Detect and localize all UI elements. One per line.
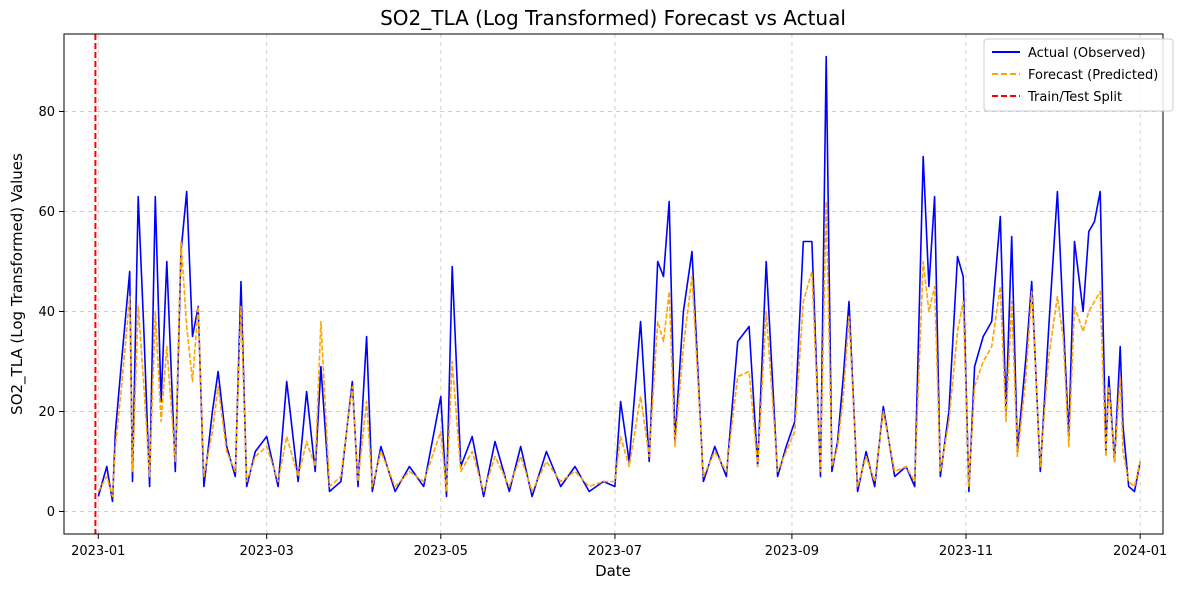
chart-title: SO2_TLA (Log Transformed) Forecast vs Ac…: [380, 6, 846, 30]
x-tick-label: 2024-01: [1113, 544, 1167, 559]
y-axis: 0 20 40 60 80: [38, 105, 64, 520]
x-axis: 2023-01 2023-03 2023-05 2023-07 2023-09 2023-…: [71, 534, 1167, 559]
x-tick-label: 2023-11: [939, 544, 993, 559]
y-tick-label: 0: [47, 505, 55, 520]
legend-label-forecast: Forecast (Predicted): [1028, 68, 1158, 83]
x-tick-label: 2023-09: [765, 544, 819, 559]
x-tick-label: 2023-03: [240, 544, 294, 559]
y-tick-label: 40: [38, 305, 55, 320]
y-tick-label: 80: [38, 105, 55, 120]
legend: Actual (Observed) Forecast (Predicted) T…: [983, 38, 1174, 112]
grid: [64, 34, 1163, 534]
legend-box: [983, 38, 1174, 112]
x-axis-title: Date: [595, 562, 631, 580]
y-tick-label: 20: [38, 405, 55, 420]
plot-frame: [63, 33, 1164, 535]
forecast-series-line: [97, 200, 1141, 498]
legend-label-actual: Actual (Observed): [1028, 46, 1146, 61]
x-tick-label: 2023-07: [588, 544, 642, 559]
x-tick-label: 2023-05: [414, 544, 468, 559]
x-tick-label: 2023-01: [71, 544, 125, 559]
series-layer: [97, 55, 1141, 503]
y-tick-label: 60: [38, 205, 55, 220]
y-axis-title: SO2_TLA (Log Transformed) Values: [8, 153, 27, 415]
legend-label-split: Train/Test Split: [1027, 90, 1122, 105]
